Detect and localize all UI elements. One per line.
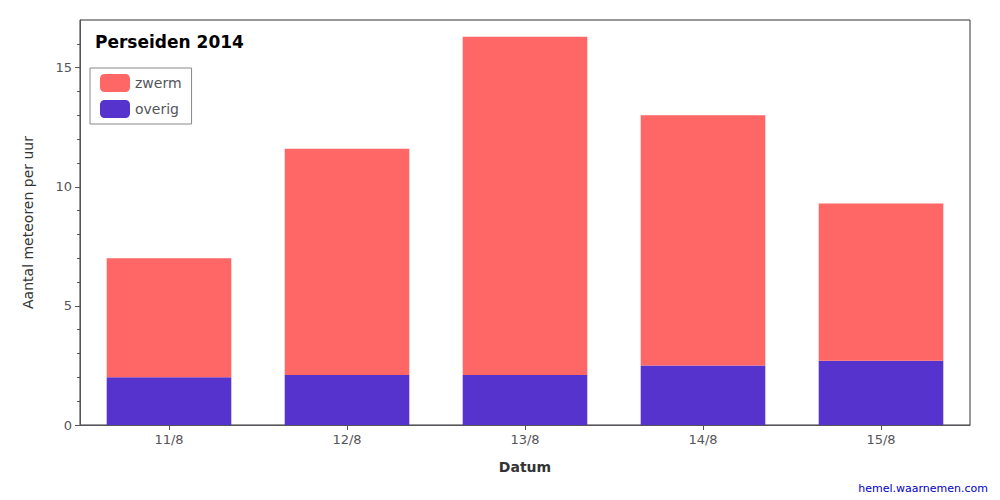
svg-text:12/8: 12/8 (332, 432, 361, 447)
svg-text:Perseiden 2014: Perseiden 2014 (95, 32, 244, 52)
svg-text:10: 10 (55, 179, 72, 194)
svg-text:hemel.waarnemen.com: hemel.waarnemen.com (858, 482, 988, 495)
svg-text:14/8: 14/8 (688, 432, 717, 447)
svg-text:5: 5 (64, 298, 72, 313)
svg-text:Aantal meteoren per uur: Aantal meteoren per uur (20, 136, 36, 309)
svg-text:0: 0 (64, 418, 72, 433)
svg-text:11/8: 11/8 (154, 432, 183, 447)
svg-text:15/8: 15/8 (866, 432, 895, 447)
svg-text:13/8: 13/8 (510, 432, 539, 447)
svg-text:Datum: Datum (499, 459, 551, 475)
svg-text:zwerm: zwerm (135, 75, 182, 91)
svg-text:15: 15 (55, 60, 72, 75)
svg-text:overig: overig (135, 101, 179, 117)
